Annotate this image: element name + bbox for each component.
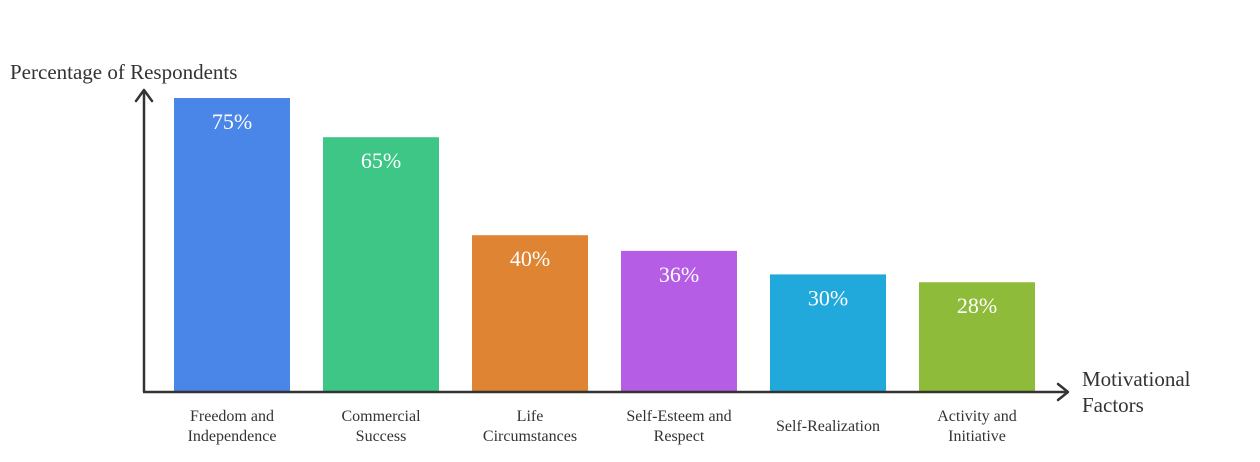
category-label: Independence (188, 428, 277, 445)
bar (472, 235, 588, 392)
x-axis-title: Motivational Factors (1082, 367, 1191, 417)
category-label: Respect (654, 428, 705, 445)
category-label: Activity and (937, 408, 1017, 425)
category-label: Self-Esteem and (626, 408, 731, 425)
category-label: Self-Realization (776, 418, 880, 435)
bar-value-label: 75% (212, 109, 252, 134)
bar (323, 137, 439, 392)
bar (770, 274, 886, 392)
category-label: Life (517, 408, 544, 425)
x-axis-title-line: Factors (1082, 393, 1144, 417)
bar (919, 282, 1035, 392)
category-label: Circumstances (483, 428, 577, 445)
category-label: Commercial (341, 408, 421, 425)
category-labels: Freedom and Independence Commercial Success… (188, 408, 1017, 445)
category-label: Initiative (948, 428, 1006, 445)
bar-value-label: 36% (659, 262, 699, 287)
x-axis-title-line: Motivational (1082, 367, 1191, 391)
bar-value-label: 30% (808, 285, 848, 310)
bar (621, 250, 737, 392)
x-axis-arrow-icon (1056, 382, 1070, 402)
category-label: Freedom and (190, 408, 274, 425)
bar-value-labels: 75% 65% 40% 36% 30% 28% (212, 109, 997, 318)
bars-group (174, 98, 1035, 392)
y-axis-title: Percentage of Respondents (10, 60, 237, 84)
bar-value-label: 65% (361, 148, 401, 173)
category-label: Success (356, 428, 407, 445)
y-axis-arrow-icon (134, 88, 154, 103)
bar (174, 98, 290, 392)
bar-value-label: 28% (957, 293, 997, 318)
bar-value-label: 40% (510, 246, 550, 271)
